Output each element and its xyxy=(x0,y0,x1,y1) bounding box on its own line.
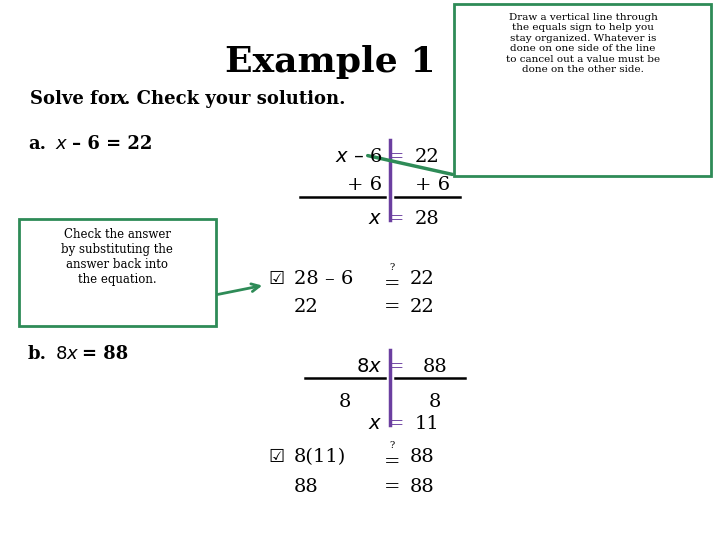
Text: Solve for: Solve for xyxy=(30,90,125,108)
Text: Check the answer
by substituting the
answer back into
the equation.: Check the answer by substituting the ans… xyxy=(61,228,173,286)
Text: =: = xyxy=(388,148,405,166)
Text: 88: 88 xyxy=(410,448,435,466)
Text: =: = xyxy=(384,275,400,293)
Text: 88: 88 xyxy=(294,478,319,496)
Text: Draw a vertical line through
the equals sign to help you
stay organized. Whateve: Draw a vertical line through the equals … xyxy=(506,13,660,74)
Text: 8(11): 8(11) xyxy=(294,448,346,466)
FancyBboxPatch shape xyxy=(19,219,216,326)
Text: =: = xyxy=(384,478,400,496)
Text: Example 1: Example 1 xyxy=(225,45,436,79)
Text: – 6 = 22: – 6 = 22 xyxy=(72,135,153,153)
Text: + 6: + 6 xyxy=(415,176,450,194)
Text: =: = xyxy=(384,298,400,316)
Text: 22: 22 xyxy=(410,270,435,288)
Text: x: x xyxy=(115,90,126,108)
Text: $8x$: $8x$ xyxy=(356,358,382,376)
Text: 28 – 6: 28 – 6 xyxy=(294,270,354,288)
Text: $8x$: $8x$ xyxy=(55,345,79,363)
Text: $x$ – 6: $x$ – 6 xyxy=(335,148,382,166)
Text: =: = xyxy=(384,453,400,471)
Text: 22: 22 xyxy=(415,148,440,166)
Text: = 88: = 88 xyxy=(82,345,128,363)
Text: =: = xyxy=(388,358,405,376)
Text: 22: 22 xyxy=(410,298,435,316)
Text: 8: 8 xyxy=(339,393,351,411)
Text: + 6: + 6 xyxy=(347,176,382,194)
Text: 8: 8 xyxy=(429,393,441,411)
Text: $x$: $x$ xyxy=(368,415,382,433)
Text: 22: 22 xyxy=(294,298,319,316)
Text: $x$: $x$ xyxy=(368,210,382,228)
Text: ☑: ☑ xyxy=(268,448,284,466)
Text: 11: 11 xyxy=(415,415,440,433)
Text: ?: ? xyxy=(390,441,395,450)
Text: 88: 88 xyxy=(423,358,447,376)
Text: =: = xyxy=(388,210,405,228)
FancyBboxPatch shape xyxy=(454,4,711,176)
Text: 28: 28 xyxy=(415,210,440,228)
Text: . Check your solution.: . Check your solution. xyxy=(124,90,346,108)
Text: b.: b. xyxy=(28,345,47,363)
Text: $x$: $x$ xyxy=(55,135,68,153)
Text: a.: a. xyxy=(28,135,46,153)
Text: =: = xyxy=(388,415,405,433)
Text: 88: 88 xyxy=(410,478,435,496)
Text: ☑: ☑ xyxy=(268,270,284,288)
Text: ?: ? xyxy=(390,263,395,272)
